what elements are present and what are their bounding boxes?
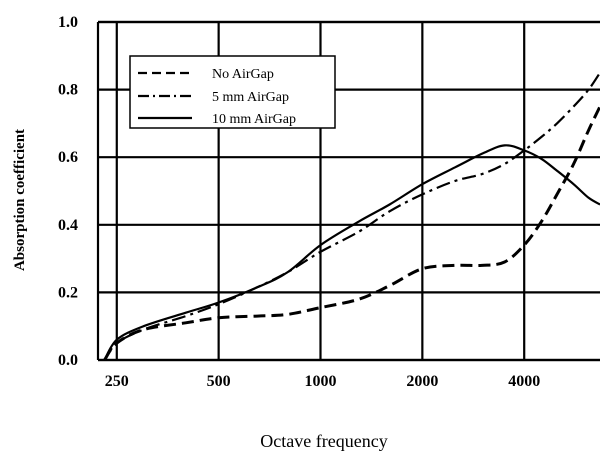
y-tick-label: 1.0 [58,14,78,31]
y-axis-title: Absorption coefficient [12,129,28,271]
series-line-10-mm-airgap [103,144,600,360]
y-tick-label: 0.2 [58,284,78,301]
x-tick-label: 2000 [406,373,438,390]
x-axis-title: Octave frequency [260,431,387,451]
series-line-5-mm-airgap [103,72,600,360]
y-tick-label: 0.4 [58,217,78,234]
legend: No AirGap 5 mm AirGap 10 mm AirGap [129,55,336,129]
x-tick-label: 4000 [508,373,540,390]
axis-layer: 0.0 0.2 0.4 0.6 0.8 1.0 250 500 1000 2000 4000 [58,14,600,390]
x-tick-label: 1000 [304,373,336,390]
y-tick-label: 0.0 [58,352,78,369]
series-line-no-airgap [103,105,600,360]
x-tick-label: 500 [207,373,231,390]
legend-label-no-airgap: No AirGap [212,67,274,82]
legend-box [129,55,336,129]
y-tick-label: 0.8 [58,82,78,99]
legend-label-5mm-airgap: 5 mm AirGap [212,90,289,105]
legend-label-10mm-airgap: 10 mm AirGap [212,112,296,127]
series-layer [103,72,600,360]
y-tick-label: 0.6 [58,149,78,166]
x-tick-label: 250 [105,373,129,390]
